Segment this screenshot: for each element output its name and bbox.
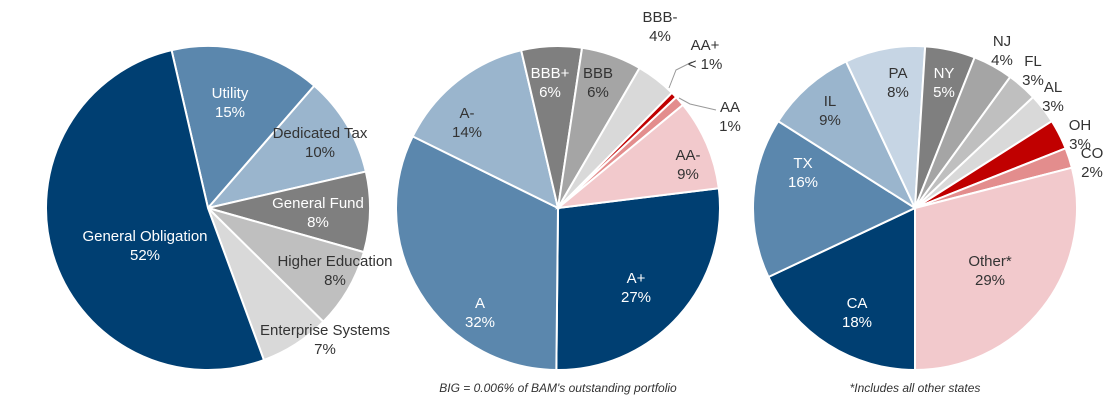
data-label: Dedicated Tax 10% [273,125,368,161]
data-label: IL 9% [819,93,841,129]
data-label: BBB 6% [583,65,613,101]
sector-slice-utility [170,45,316,211]
state-slice-ca [767,206,916,372]
state-slice-tx [752,119,918,279]
leader-line [678,97,717,111]
data-label: FL 3% [1022,53,1044,89]
data-label: AA-9% [675,147,700,183]
sector-slice-dedicated-tax [205,84,368,210]
leader-line [668,61,693,89]
rating-slice-a- [411,49,560,210]
data-label: BBB+ 6% [531,65,570,101]
data-label: NY 5% [933,65,955,101]
data-label: AA 1% [719,99,741,135]
rating-slice-a [395,135,560,372]
data-label: NJ 4% [991,33,1013,69]
data-label: A 32% [465,295,495,331]
data-label: OH 3% [1069,117,1092,153]
data-label: General Fund 8% [272,195,364,231]
sector-slice-general-obligation [45,48,266,371]
footnote: *Includes all other states [850,381,981,395]
data-label: BBB-4% [642,9,677,45]
rating-slice-aplus [555,187,721,371]
data-label: Utility 15% [212,85,249,121]
state-slice-other- [914,166,1078,372]
data-label: Other* 29% [968,253,1012,289]
rating-slice-aa- [554,103,720,210]
data-label: General Obligation 52% [82,228,207,264]
footnote: BIG = 0.006% of BAM's outstanding portfo… [439,381,677,395]
state-slice-il [776,60,918,211]
data-label: A-14% [452,105,482,141]
data-label: PA 8% [887,65,909,101]
data-label: A+ 27% [621,270,651,306]
data-label: Enterprise Systems 7% [260,322,390,358]
data-label: TX 16% [788,155,818,191]
data-label: CO 2% [1081,145,1104,181]
data-label: CA 18% [842,295,872,331]
data-label: AL 3% [1042,79,1064,115]
data-label: Higher Education 8% [277,253,392,289]
data-label: AA+ < 1% [688,37,723,73]
